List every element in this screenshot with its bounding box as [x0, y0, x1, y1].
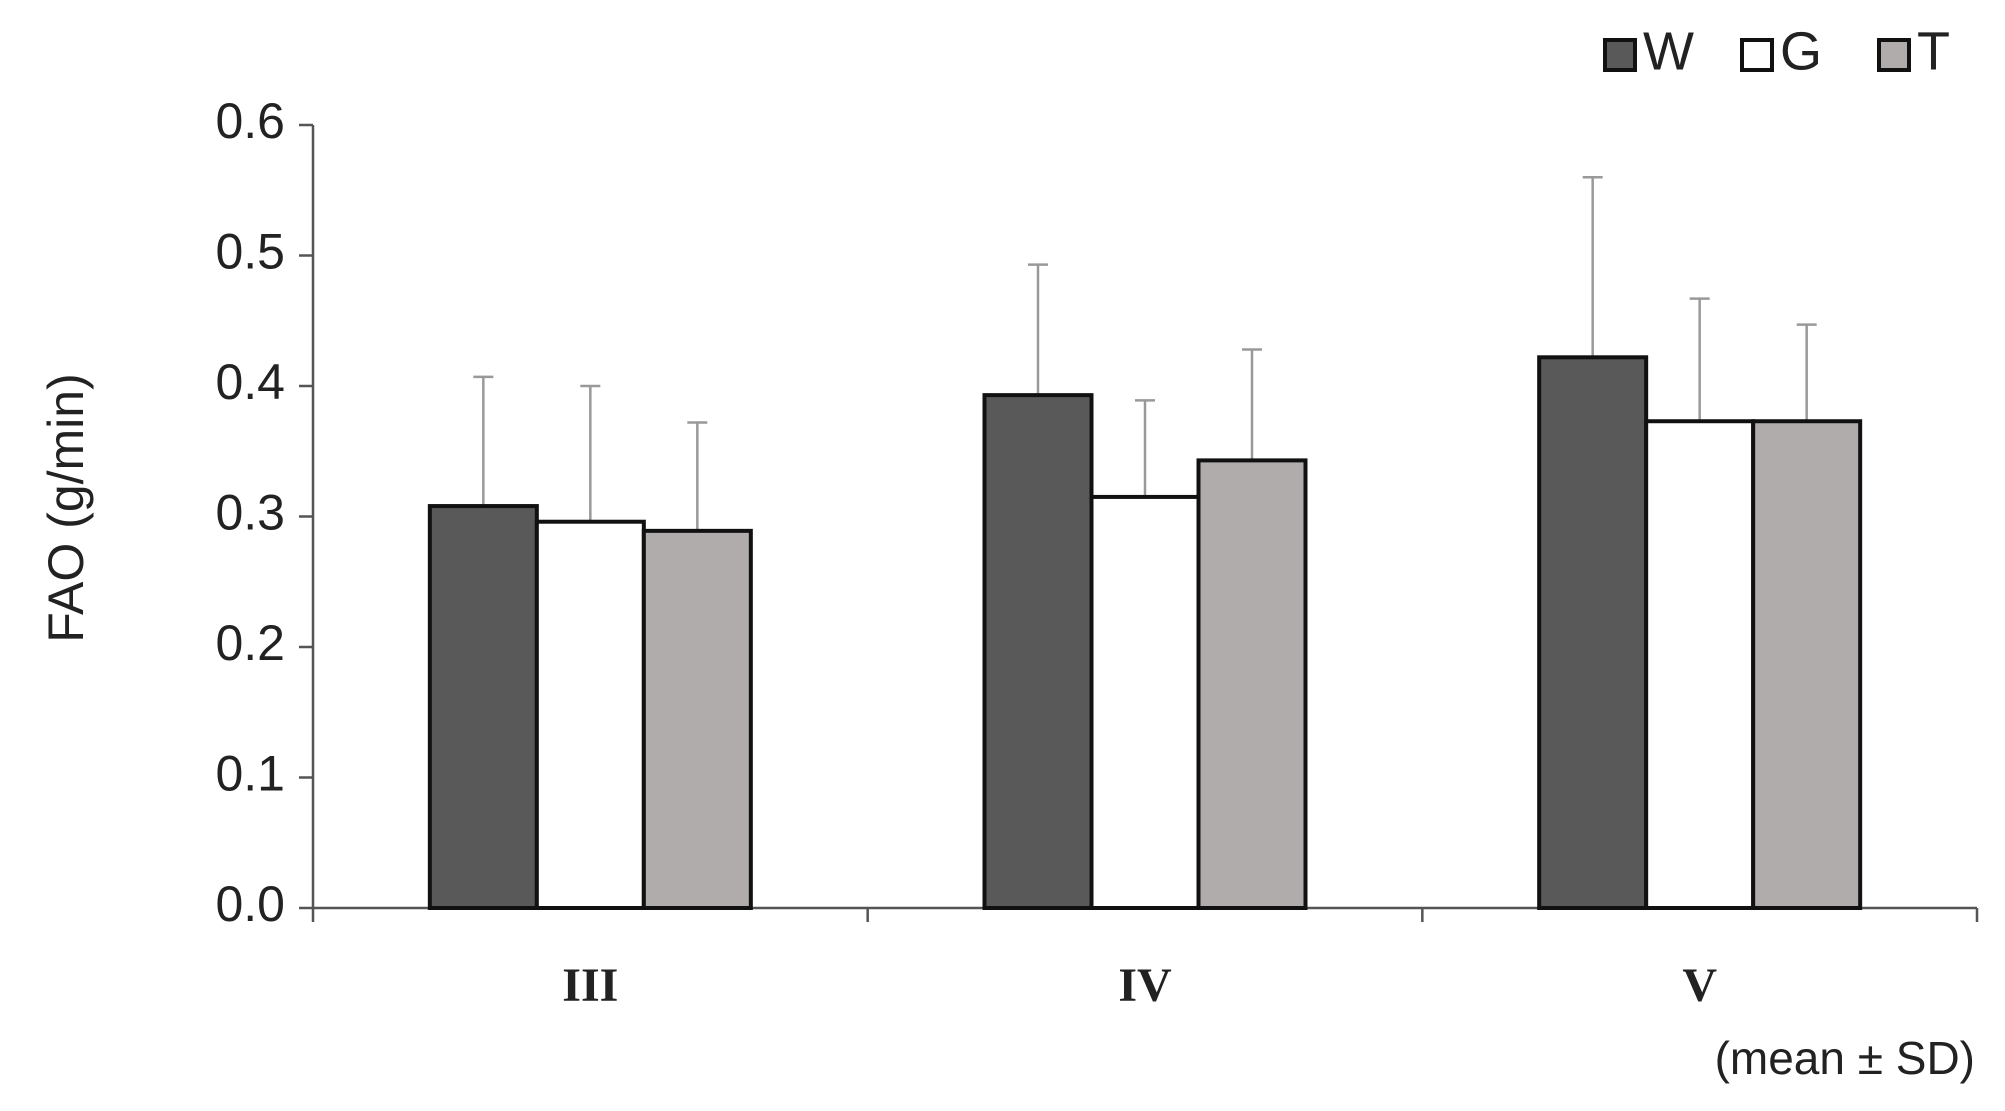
bar — [982, 393, 1094, 910]
legend-swatch — [1740, 38, 1774, 72]
error-bar — [1689, 297, 1710, 422]
error-bar — [580, 384, 601, 522]
x-tick-label: III — [562, 959, 618, 1012]
y-tick-label: 0.6 — [215, 93, 285, 149]
y-tick-label: 0.3 — [215, 485, 285, 541]
bar — [1537, 355, 1649, 911]
y-tick-label: 0.5 — [215, 224, 285, 280]
legend-label: G — [1780, 21, 1822, 81]
y-tick-label: 0.1 — [215, 746, 285, 802]
error-bar — [1242, 348, 1262, 461]
legend-label: T — [1917, 21, 1950, 81]
y-tick-label: 0.2 — [215, 615, 285, 671]
bar — [427, 504, 539, 910]
y-axis-label: FAO (g/min) — [38, 373, 94, 642]
y-tick-label: 0.4 — [215, 354, 285, 410]
error-bar — [473, 375, 494, 507]
bar — [641, 528, 753, 910]
error-bar — [1796, 323, 1817, 422]
x-tick-label: V — [1682, 959, 1717, 1012]
legend-swatch — [1603, 38, 1637, 72]
bar — [1644, 419, 1756, 910]
y-tick-label: 0.0 — [215, 876, 285, 932]
bar — [1089, 494, 1201, 910]
bar — [1196, 458, 1308, 910]
error-bar — [1582, 175, 1603, 358]
bar — [1751, 419, 1863, 910]
legend-swatch — [1877, 38, 1911, 72]
bar — [534, 519, 646, 910]
x-tick-label: IV — [1118, 959, 1172, 1012]
error-bar — [1135, 399, 1155, 497]
legend-label: W — [1643, 21, 1694, 81]
error-bar — [687, 421, 708, 531]
annotation: (mean ± SD) — [1715, 1032, 1975, 1084]
error-bar — [1028, 263, 1048, 396]
